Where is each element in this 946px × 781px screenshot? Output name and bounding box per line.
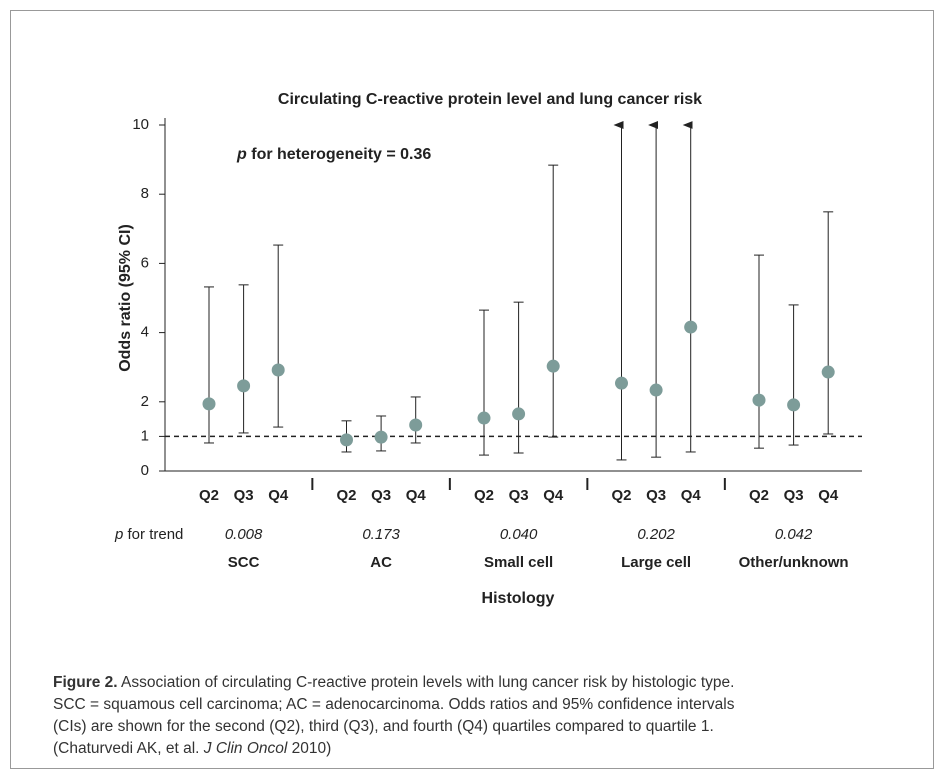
group-label: AC <box>370 554 392 571</box>
chart-title: Circulating C-reactive protein level and… <box>278 91 702 108</box>
group-label: Other/unknown <box>739 554 849 571</box>
x-tick-label: Q2 <box>749 487 769 504</box>
y-tick-label: 10 <box>132 116 149 133</box>
trend-label: p for trend <box>114 526 183 543</box>
x-tick-label: Q3 <box>646 487 666 504</box>
caption-text: Association of circulating C-reactive pr… <box>117 674 735 691</box>
point <box>477 411 491 425</box>
p-trend: 0.202 <box>637 526 675 543</box>
y-tick-label: 2 <box>141 393 149 410</box>
point <box>615 376 628 390</box>
point <box>546 359 560 373</box>
trend-label-text: for trend <box>128 526 184 543</box>
x-tick-label: Q3 <box>784 487 804 504</box>
x-tick-label: Q2 <box>474 487 494 504</box>
caption-text: (Chaturvedi AK, et al. <box>53 740 204 757</box>
point <box>374 430 388 444</box>
x-tick-label: Q2 <box>199 487 219 504</box>
x-tick-label: Q3 <box>509 487 529 504</box>
group-label: SCC <box>228 554 260 571</box>
group-label: Large cell <box>621 554 691 571</box>
caption-line: (CIs) are shown for the second (Q2), thi… <box>53 718 714 735</box>
caption-label: Figure 2. <box>53 674 118 691</box>
annotation: p for heterogeneity = 0.36 <box>236 146 431 163</box>
point <box>787 398 801 412</box>
y-axis-label: Odds ratio (95% CI) <box>117 224 134 372</box>
x-tick-label: Q3 <box>371 487 391 504</box>
y-tick-label: 8 <box>141 185 149 202</box>
point <box>202 397 216 411</box>
chart: Circulating C-reactive protein level and… <box>114 91 862 607</box>
caption: Figure 2. Association of circulating C-r… <box>53 672 735 760</box>
y-tick-label: 1 <box>141 427 149 444</box>
p-trend: 0.173 <box>362 526 400 543</box>
x-tick-label: Q3 <box>234 487 254 504</box>
group-label: Small cell <box>484 554 553 571</box>
trend-label-italic: p <box>114 526 123 543</box>
y-tick-label: 0 <box>141 462 149 479</box>
x-tick-label: Q4 <box>543 487 564 504</box>
y-tick-label: 4 <box>141 324 149 341</box>
caption-line: SCC = squamous cell carcinoma; AC = aden… <box>53 696 735 713</box>
x-tick-label: Q4 <box>681 487 702 504</box>
point <box>752 393 766 407</box>
x-tick-label: Q2 <box>611 487 631 504</box>
x-axis-label: Histology <box>482 590 555 607</box>
caption-line: Figure 2. Association of circulating C-r… <box>53 672 735 694</box>
figure-frame <box>10 10 934 769</box>
point <box>821 365 835 379</box>
annotation-text: for heterogeneity = 0.36 <box>251 146 431 163</box>
point <box>649 383 663 397</box>
point <box>237 379 251 393</box>
p-trend: 0.040 <box>500 526 538 543</box>
point <box>271 363 285 377</box>
p-trend: 0.042 <box>775 526 813 543</box>
point <box>409 418 423 432</box>
x-tick-label: Q4 <box>818 487 839 504</box>
point <box>340 433 353 447</box>
caption-text: 2010) <box>287 740 332 757</box>
caption-journal: J Clin Oncol <box>203 740 288 757</box>
x-tick-label: Q2 <box>336 487 356 504</box>
p-trend: 0.008 <box>225 526 263 543</box>
point <box>512 407 526 421</box>
caption-line: (Chaturvedi AK, et al. J Clin Oncol 2010… <box>53 738 735 760</box>
y-tick-label: 6 <box>141 254 149 271</box>
annotation-italic: p <box>236 146 247 163</box>
point <box>684 320 698 334</box>
x-tick-label: Q4 <box>268 487 289 504</box>
x-tick-label: Q4 <box>406 487 427 504</box>
